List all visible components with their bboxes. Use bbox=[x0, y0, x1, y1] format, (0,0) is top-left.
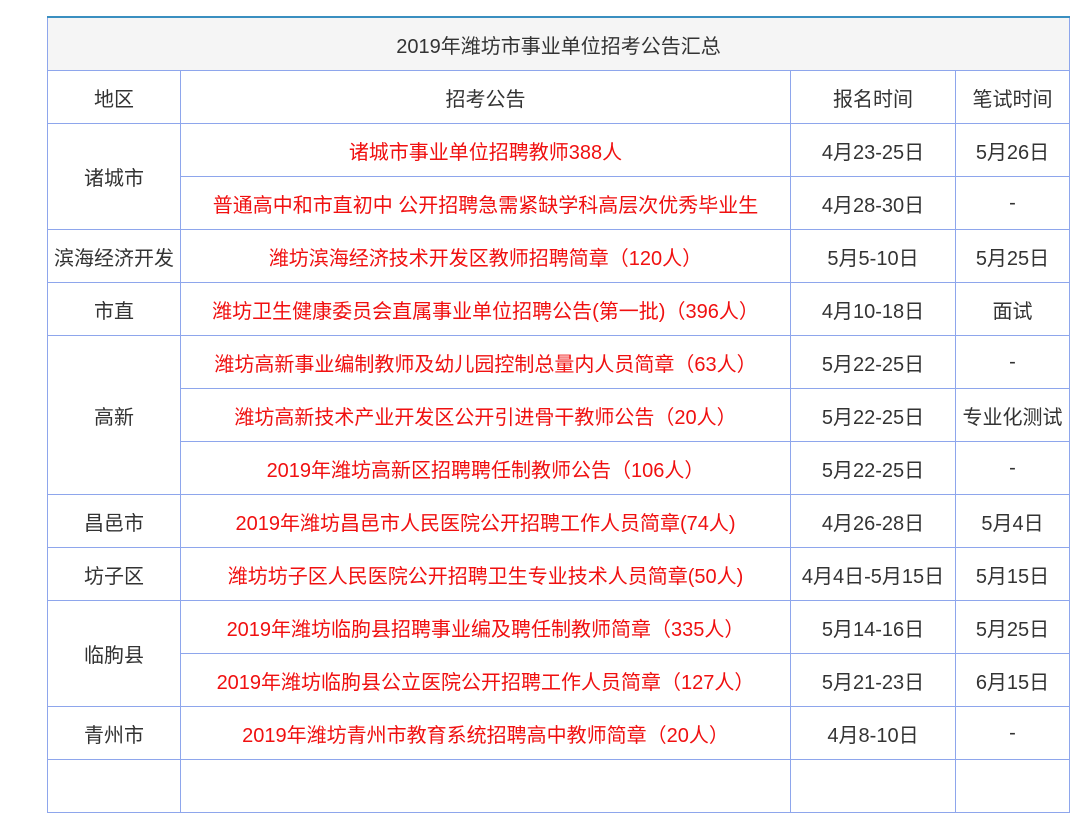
notice-link[interactable]: 2019年潍坊临朐县招聘事业编及聘任制教师简章（335人） bbox=[180, 600, 791, 654]
exam-time: 5月15日 bbox=[955, 547, 1070, 601]
table-row: 潍坊高新技术产业开发区公开引进骨干教师公告（20人） 5月22-25日 专业化测试 bbox=[48, 388, 1070, 442]
notice-link[interactable]: 普通高中和市直初中 公开招聘急需紧缺学科高层次优秀毕业生 bbox=[180, 176, 791, 230]
notice-link[interactable]: 潍坊滨海经济技术开发区教师招聘简章（120人） bbox=[180, 229, 791, 283]
region-cell: 市直 bbox=[47, 282, 181, 336]
exam-time: 5月26日 bbox=[955, 123, 1070, 177]
header-exam-time: 笔试时间 bbox=[955, 70, 1070, 124]
notice-link[interactable]: 2019年潍坊高新区招聘聘任制教师公告（106人） bbox=[180, 441, 791, 495]
notice-link[interactable]: 潍坊高新技术产业开发区公开引进骨干教师公告（20人） bbox=[180, 388, 791, 442]
empty-cell bbox=[790, 759, 956, 813]
signup-time: 4月23-25日 bbox=[790, 123, 956, 177]
table-row: 青州市 2019年潍坊青州市教育系统招聘高中教师简章（20人） 4月8-10日 - bbox=[47, 706, 1070, 760]
header-notice: 招考公告 bbox=[180, 70, 791, 124]
signup-time: 5月22-25日 bbox=[790, 335, 956, 389]
table-row: 市直 潍坊卫生健康委员会直属事业单位招聘公告(第一批)（396人） 4月10-18日… bbox=[47, 282, 1070, 336]
signup-time: 4月4日-5月15日 bbox=[790, 547, 956, 601]
signup-time: 5月22-25日 bbox=[790, 388, 956, 442]
exam-time: 5月4日 bbox=[955, 494, 1070, 548]
region-cell: 临朐县 bbox=[47, 600, 181, 707]
table-row: 诸城市 诸城市事业单位招聘教师388人 4月23-25日 5月26日 bbox=[47, 123, 1070, 230]
empty-cell bbox=[955, 759, 1070, 813]
signup-time: 4月10-18日 bbox=[790, 282, 956, 336]
notice-link[interactable]: 2019年潍坊青州市教育系统招聘高中教师简章（20人） bbox=[180, 706, 791, 760]
signup-time: 5月22-25日 bbox=[790, 441, 956, 495]
signup-time: 4月26-28日 bbox=[790, 494, 956, 548]
exam-time: - bbox=[955, 176, 1070, 230]
exam-time: - bbox=[955, 706, 1070, 760]
notice-link[interactable]: 诸城市事业单位招聘教师388人 bbox=[180, 123, 791, 177]
table-row: 高新 潍坊高新事业编制教师及幼儿园控制总量内人员简章（63人） 5月22-25日 - bbox=[47, 335, 1070, 495]
header-row: 地区 招考公告 报名时间 笔试时间 bbox=[47, 70, 1070, 124]
exam-time: 面试 bbox=[955, 282, 1070, 336]
empty-cell bbox=[180, 759, 791, 813]
recruitment-summary-table: 2019年潍坊市事业单位招考公告汇总 地区 招考公告 报名时间 笔试时间 诸城市… bbox=[47, 16, 1070, 813]
signup-time: 5月5-10日 bbox=[790, 229, 956, 283]
exam-time: 5月25日 bbox=[955, 600, 1070, 654]
region-cell: 诸城市 bbox=[47, 123, 181, 230]
header-signup-time: 报名时间 bbox=[790, 70, 956, 124]
exam-time: - bbox=[955, 335, 1070, 389]
title-row: 2019年潍坊市事业单位招考公告汇总 bbox=[47, 16, 1070, 71]
notice-link[interactable]: 2019年潍坊昌邑市人民医院公开招聘工作人员简章(74人) bbox=[180, 494, 791, 548]
signup-time: 5月14-16日 bbox=[790, 600, 956, 654]
exam-time: 5月25日 bbox=[955, 229, 1070, 283]
exam-time: - bbox=[955, 441, 1070, 495]
table-row: 昌邑市 2019年潍坊昌邑市人民医院公开招聘工作人员简章(74人) 4月26-28日… bbox=[47, 494, 1070, 548]
table-row bbox=[47, 759, 1070, 813]
table-row: 普通高中和市直初中 公开招聘急需紧缺学科高层次优秀毕业生 4月28-30日 - bbox=[48, 176, 1070, 230]
region-cell: 昌邑市 bbox=[47, 494, 181, 548]
notice-link[interactable]: 潍坊卫生健康委员会直属事业单位招聘公告(第一批)（396人） bbox=[180, 282, 791, 336]
exam-time: 6月15日 bbox=[955, 653, 1070, 707]
table-row: 临朐县 2019年潍坊临朐县招聘事业编及聘任制教师简章（335人） 5月14-16日… bbox=[47, 600, 1070, 707]
table-row: 2019年潍坊临朐县公立医院公开招聘工作人员简章（127人） 5月21-23日 6月… bbox=[48, 653, 1070, 707]
table-row: 2019年潍坊高新区招聘聘任制教师公告（106人） 5月22-25日 - bbox=[48, 441, 1070, 495]
header-region: 地区 bbox=[47, 70, 181, 124]
region-cell: 青州市 bbox=[47, 706, 181, 760]
exam-time: 专业化测试 bbox=[955, 388, 1070, 442]
signup-time: 5月21-23日 bbox=[790, 653, 956, 707]
region-cell: 滨海经济开发 bbox=[47, 229, 181, 283]
region-cell: 坊子区 bbox=[47, 547, 181, 601]
table-row: 坊子区 潍坊坊子区人民医院公开招聘卫生专业技术人员简章(50人) 4月4日-5月15… bbox=[47, 547, 1070, 601]
empty-cell bbox=[47, 759, 181, 813]
table-title: 2019年潍坊市事业单位招考公告汇总 bbox=[47, 16, 1070, 71]
signup-time: 4月8-10日 bbox=[790, 706, 956, 760]
table-row: 滨海经济开发 潍坊滨海经济技术开发区教师招聘简章（120人） 5月5-10日 5月25… bbox=[47, 229, 1070, 283]
notice-link[interactable]: 潍坊坊子区人民医院公开招聘卫生专业技术人员简章(50人) bbox=[180, 547, 791, 601]
signup-time: 4月28-30日 bbox=[790, 176, 956, 230]
notice-link[interactable]: 潍坊高新事业编制教师及幼儿园控制总量内人员简章（63人） bbox=[180, 335, 791, 389]
notice-link[interactable]: 2019年潍坊临朐县公立医院公开招聘工作人员简章（127人） bbox=[180, 653, 791, 707]
region-cell: 高新 bbox=[47, 335, 181, 495]
